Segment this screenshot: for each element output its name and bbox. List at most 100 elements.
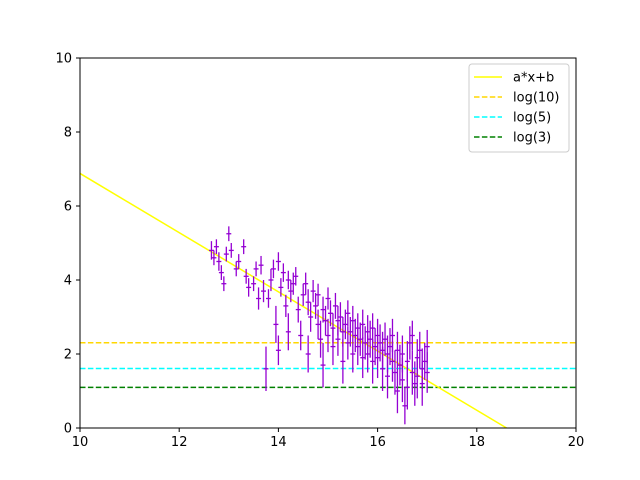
data-point bbox=[409, 320, 415, 351]
data-point bbox=[241, 239, 247, 255]
legend-label: log(10) bbox=[513, 91, 560, 106]
data-point bbox=[236, 254, 242, 269]
data-point bbox=[409, 350, 415, 395]
x-axis: 10 12 14 16 18 20 bbox=[72, 428, 585, 450]
legend-label: log(3) bbox=[513, 131, 551, 146]
data-point bbox=[266, 289, 271, 308]
data-point bbox=[345, 300, 351, 327]
data-point bbox=[382, 322, 388, 356]
y-tick-label: 8 bbox=[64, 126, 72, 141]
data-point bbox=[211, 250, 217, 266]
x-tick-label: 12 bbox=[171, 435, 188, 450]
data-point bbox=[251, 276, 257, 292]
data-point bbox=[213, 239, 219, 255]
data-point bbox=[340, 339, 346, 384]
x-tick-label: 20 bbox=[568, 435, 585, 450]
data-point bbox=[355, 328, 361, 366]
data-point bbox=[310, 280, 316, 303]
data-point bbox=[377, 324, 383, 362]
data-point bbox=[357, 322, 363, 356]
data-point bbox=[263, 346, 269, 391]
data-point bbox=[422, 342, 428, 380]
data-point bbox=[223, 246, 229, 262]
data-point bbox=[414, 354, 420, 399]
data-point bbox=[278, 278, 284, 297]
data-point bbox=[315, 309, 321, 340]
data-point bbox=[350, 305, 356, 336]
data-point bbox=[367, 320, 373, 358]
data-point bbox=[293, 267, 299, 286]
y-tick-label: 4 bbox=[64, 274, 72, 289]
legend-label: log(5) bbox=[513, 111, 551, 126]
data-point bbox=[365, 335, 371, 373]
data-point bbox=[303, 272, 309, 295]
data-point bbox=[313, 292, 319, 319]
data-point bbox=[208, 241, 214, 260]
data-point bbox=[394, 368, 400, 414]
data-point bbox=[243, 268, 249, 284]
data-point bbox=[407, 326, 413, 360]
x-tick-label: 14 bbox=[270, 435, 287, 450]
y-tick-label: 0 bbox=[64, 422, 72, 437]
data-point bbox=[280, 263, 286, 282]
data-point bbox=[270, 259, 276, 279]
y-tick-label: 2 bbox=[64, 348, 72, 363]
scatter-points bbox=[208, 226, 430, 425]
y-tick-label: 10 bbox=[55, 52, 72, 67]
data-point bbox=[330, 328, 336, 366]
data-point bbox=[390, 318, 395, 353]
data-point bbox=[268, 268, 274, 292]
data-point bbox=[218, 265, 224, 280]
data-point bbox=[285, 313, 291, 351]
data-point bbox=[404, 365, 410, 410]
y-tick-label: 6 bbox=[64, 200, 72, 215]
data-point bbox=[320, 296, 326, 323]
data-point bbox=[417, 331, 423, 369]
data-point bbox=[246, 278, 252, 297]
legend-box bbox=[468, 63, 570, 153]
data-point bbox=[228, 243, 234, 258]
data-point bbox=[315, 283, 321, 306]
data-point bbox=[375, 337, 381, 379]
x-tick-label: 10 bbox=[72, 435, 89, 450]
data-point bbox=[394, 331, 400, 369]
data-point bbox=[392, 350, 398, 395]
data-point bbox=[305, 335, 311, 373]
data-point bbox=[261, 280, 266, 303]
data-point bbox=[342, 309, 348, 340]
data-point bbox=[372, 328, 378, 366]
data-point bbox=[323, 305, 328, 336]
data-point bbox=[328, 300, 333, 327]
y-axis: 0 2 4 6 8 10 bbox=[55, 52, 80, 437]
data-point bbox=[399, 357, 405, 403]
data-point bbox=[275, 252, 281, 271]
data-point bbox=[221, 276, 227, 292]
data-point bbox=[273, 305, 279, 343]
data-point bbox=[298, 320, 304, 351]
x-tick-label: 16 bbox=[369, 435, 386, 450]
data-point bbox=[347, 317, 353, 347]
legend: a*x+b log(10) log(5) log(3) bbox=[468, 63, 570, 153]
data-point bbox=[325, 287, 331, 310]
data-point bbox=[253, 261, 259, 277]
data-point bbox=[318, 320, 324, 358]
data-point bbox=[360, 337, 366, 379]
x-tick-label: 18 bbox=[469, 435, 486, 450]
data-point bbox=[397, 344, 403, 386]
fit-line bbox=[80, 172, 507, 428]
data-point bbox=[370, 313, 376, 343]
data-point bbox=[387, 328, 393, 366]
data-point bbox=[300, 283, 306, 306]
data-point bbox=[216, 252, 222, 271]
legend-label: a*x+b bbox=[513, 71, 554, 86]
data-point bbox=[335, 322, 341, 356]
data-point bbox=[285, 270, 291, 290]
data-point bbox=[320, 342, 326, 388]
data-point bbox=[283, 294, 289, 317]
data-point bbox=[275, 335, 281, 366]
data-point bbox=[308, 302, 314, 332]
data-point bbox=[419, 361, 425, 406]
data-point bbox=[258, 255, 264, 275]
data-point bbox=[385, 354, 390, 399]
